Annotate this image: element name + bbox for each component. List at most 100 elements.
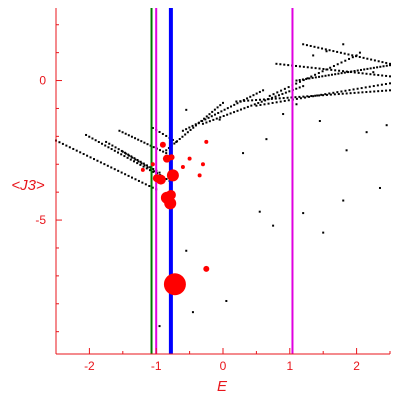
background-point-141 [204,118,207,121]
background-point-178 [264,99,267,102]
background-point-293 [389,64,391,67]
background-point-110 [171,138,174,141]
background-point-285 [363,68,366,71]
background-point-394 [358,51,361,54]
background-point-344 [377,60,380,63]
background-point-320 [377,74,380,77]
background-point-383 [345,149,348,152]
background-point-66 [142,162,145,165]
background-point-67 [145,164,148,167]
background-point-355 [295,82,298,85]
x-tick-label-2: 0 [220,359,227,373]
background-point-37 [107,146,110,149]
background-point-236 [279,100,282,103]
background-point-329 [321,47,324,50]
background-point-2 [61,142,64,145]
background-point-94 [140,162,143,165]
background-point-384 [265,138,268,141]
background-point-7 [79,151,82,154]
background-point-343 [373,59,376,62]
background-point-328 [317,46,320,49]
background-point-4 [68,146,71,149]
background-point-305 [318,67,321,70]
background-point-340 [362,56,365,59]
background-point-337 [351,54,354,57]
background-point-295 [279,63,282,66]
background-point-358 [306,77,309,80]
background-point-282 [353,70,356,73]
background-point-334 [339,51,342,54]
background-point-158 [258,90,261,93]
background-point-251 [340,90,343,93]
background-point-370 [351,56,354,59]
background-point-183 [281,92,284,95]
background-point-11 [93,158,96,161]
background-point-26 [144,183,147,186]
background-point-392 [325,50,328,53]
background-point-5 [72,147,75,150]
background-point-219 [349,92,352,95]
background-point-350 [276,91,279,94]
background-point-187 [295,87,298,90]
background-point-290 [379,65,382,68]
background-point-368 [344,59,347,62]
background-point-238 [287,99,290,102]
background-point-169 [233,111,236,114]
background-point-57 [114,146,117,149]
background-point-162 [208,120,211,123]
background-point-17 [113,168,116,171]
background-point-160 [201,122,204,125]
background-point-229 [389,89,391,92]
background-point-264 [295,79,298,82]
background-point-177 [260,100,263,103]
background-point-241 [299,97,302,100]
background-point-257 [364,86,367,89]
background-point-382 [242,152,245,155]
background-point-24 [137,179,140,182]
background-point-387 [318,120,321,123]
background-point-156 [252,94,255,97]
x-tick-label-1: -1 [151,359,162,373]
background-point-118 [181,135,184,138]
background-point-309 [334,69,337,72]
background-point-227 [381,89,384,92]
background-point-25 [141,181,144,184]
background-point-164 [215,117,218,120]
background-point-221 [357,91,360,94]
background-point-41 [120,153,123,156]
background-point-167 [226,113,229,116]
background-point-218 [345,92,348,95]
background-point-54 [105,140,108,143]
background-point-203 [286,96,289,99]
background-point-127 [205,115,208,118]
background-point-284 [359,68,362,71]
background-point-120 [186,131,189,134]
background-point-46 [136,162,139,165]
background-point-149 [230,105,233,108]
background-point-216 [337,93,340,96]
background-point-365 [332,64,335,67]
x-ticks: -2 -1 0 1 2 [55,348,391,373]
background-point-352 [283,87,286,90]
background-point-157 [255,92,258,95]
background-point-42 [123,155,126,158]
background-point-222 [361,91,364,94]
background-point-261 [380,83,383,86]
background-point-34 [97,140,100,143]
background-point-102 [165,178,168,181]
background-point-388 [218,118,221,121]
background-point-95 [143,164,146,167]
background-point-150 [233,103,236,106]
background-point-396 [372,71,375,74]
background-point-321 [381,74,384,77]
background-point-174 [250,104,253,107]
x-tick-label-3: 1 [286,359,293,373]
background-point-299 [295,64,298,67]
background-point-147 [223,108,226,111]
background-point-280 [347,71,350,74]
background-point-88 [121,150,124,153]
background-point-314 [353,71,356,74]
background-point-205 [294,96,297,99]
background-point-258 [368,85,371,88]
background-point-180 [271,96,274,99]
